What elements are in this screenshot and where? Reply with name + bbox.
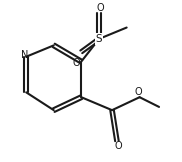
Text: S: S	[96, 34, 102, 44]
Text: O: O	[134, 87, 142, 97]
Text: O: O	[73, 58, 80, 68]
Text: O: O	[115, 141, 122, 151]
Text: N: N	[21, 50, 28, 60]
Text: O: O	[97, 3, 104, 13]
